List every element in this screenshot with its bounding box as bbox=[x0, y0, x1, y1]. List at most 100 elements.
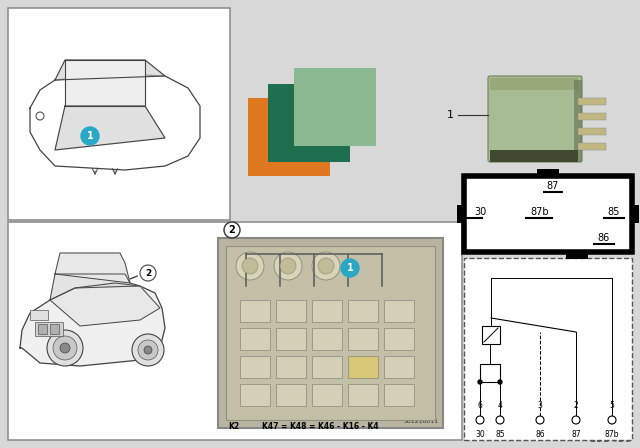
Circle shape bbox=[138, 340, 158, 360]
Bar bbox=[218, 238, 443, 428]
Bar bbox=[464, 176, 632, 252]
Bar bbox=[240, 300, 270, 322]
Bar bbox=[294, 68, 376, 146]
Circle shape bbox=[140, 265, 156, 281]
Circle shape bbox=[280, 258, 296, 274]
FancyBboxPatch shape bbox=[488, 76, 582, 162]
Bar bbox=[574, 80, 582, 162]
Bar bbox=[482, 326, 500, 344]
Circle shape bbox=[60, 343, 70, 353]
Text: 1: 1 bbox=[347, 263, 353, 273]
Circle shape bbox=[478, 380, 482, 384]
Circle shape bbox=[498, 380, 502, 384]
Text: 2: 2 bbox=[573, 401, 579, 410]
Circle shape bbox=[81, 127, 99, 145]
Bar bbox=[348, 356, 378, 378]
Circle shape bbox=[608, 416, 616, 424]
Circle shape bbox=[476, 416, 484, 424]
Polygon shape bbox=[55, 253, 130, 283]
Circle shape bbox=[536, 416, 544, 424]
Text: 30: 30 bbox=[474, 207, 486, 217]
Bar bbox=[384, 356, 414, 378]
Bar bbox=[276, 356, 306, 378]
Circle shape bbox=[572, 416, 580, 424]
Text: 30: 30 bbox=[475, 430, 485, 439]
Text: 87: 87 bbox=[571, 430, 581, 439]
Circle shape bbox=[53, 336, 77, 360]
Circle shape bbox=[496, 416, 504, 424]
Text: 87b: 87b bbox=[605, 430, 620, 439]
Bar bbox=[480, 364, 500, 382]
Bar bbox=[490, 78, 578, 90]
Polygon shape bbox=[55, 60, 165, 80]
Bar bbox=[566, 251, 588, 259]
Text: 86: 86 bbox=[535, 430, 545, 439]
Text: 87: 87 bbox=[547, 181, 559, 191]
Bar bbox=[248, 98, 330, 176]
Text: 395486: 395486 bbox=[589, 434, 632, 444]
Text: 85: 85 bbox=[495, 430, 505, 439]
Bar bbox=[268, 84, 350, 162]
Circle shape bbox=[341, 259, 359, 277]
Bar bbox=[348, 300, 378, 322]
Text: K2: K2 bbox=[228, 422, 239, 431]
Bar bbox=[50, 324, 59, 334]
Polygon shape bbox=[20, 283, 165, 366]
Bar bbox=[8, 8, 230, 220]
Bar bbox=[312, 300, 342, 322]
Bar bbox=[578, 128, 606, 135]
Bar bbox=[276, 384, 306, 406]
Bar bbox=[312, 328, 342, 350]
Text: 2: 2 bbox=[228, 225, 236, 235]
Bar bbox=[457, 205, 465, 223]
Bar bbox=[240, 328, 270, 350]
Text: 2: 2 bbox=[145, 268, 151, 277]
Text: 1: 1 bbox=[447, 110, 454, 120]
Bar bbox=[35, 322, 63, 336]
Circle shape bbox=[236, 252, 264, 280]
Text: 3: 3 bbox=[538, 401, 543, 410]
Bar bbox=[8, 222, 462, 440]
Bar bbox=[226, 246, 435, 420]
Text: 86: 86 bbox=[598, 233, 610, 243]
Text: 5: 5 bbox=[609, 401, 614, 410]
Bar bbox=[578, 143, 606, 150]
Text: 6: 6 bbox=[477, 401, 483, 410]
Bar bbox=[312, 384, 342, 406]
Bar bbox=[384, 328, 414, 350]
Text: 87b: 87b bbox=[531, 207, 549, 217]
Circle shape bbox=[318, 258, 334, 274]
Polygon shape bbox=[55, 106, 165, 150]
Text: 85: 85 bbox=[608, 207, 620, 217]
Circle shape bbox=[242, 258, 258, 274]
Circle shape bbox=[224, 222, 240, 238]
Circle shape bbox=[132, 334, 164, 366]
Text: K47 = K48 = K46 - K16 - K4: K47 = K48 = K46 - K16 - K4 bbox=[262, 422, 379, 431]
Polygon shape bbox=[65, 60, 145, 106]
Bar bbox=[312, 356, 342, 378]
Circle shape bbox=[274, 252, 302, 280]
Bar bbox=[578, 98, 606, 105]
Bar bbox=[537, 169, 559, 177]
Bar bbox=[631, 205, 639, 223]
Bar bbox=[348, 384, 378, 406]
Bar bbox=[578, 113, 606, 120]
Bar bbox=[276, 328, 306, 350]
Text: 1: 1 bbox=[86, 131, 93, 141]
Bar bbox=[276, 300, 306, 322]
Circle shape bbox=[144, 346, 152, 354]
Bar bbox=[384, 384, 414, 406]
Circle shape bbox=[312, 252, 340, 280]
Polygon shape bbox=[50, 274, 140, 300]
Bar bbox=[30, 310, 48, 320]
Bar bbox=[38, 324, 47, 334]
Bar bbox=[348, 328, 378, 350]
Text: 4: 4 bbox=[497, 401, 502, 410]
Bar bbox=[464, 258, 632, 440]
Bar bbox=[490, 150, 578, 162]
Bar bbox=[240, 384, 270, 406]
Bar bbox=[240, 356, 270, 378]
Polygon shape bbox=[50, 283, 160, 326]
Text: S01216011: S01216011 bbox=[404, 419, 439, 424]
Circle shape bbox=[47, 330, 83, 366]
